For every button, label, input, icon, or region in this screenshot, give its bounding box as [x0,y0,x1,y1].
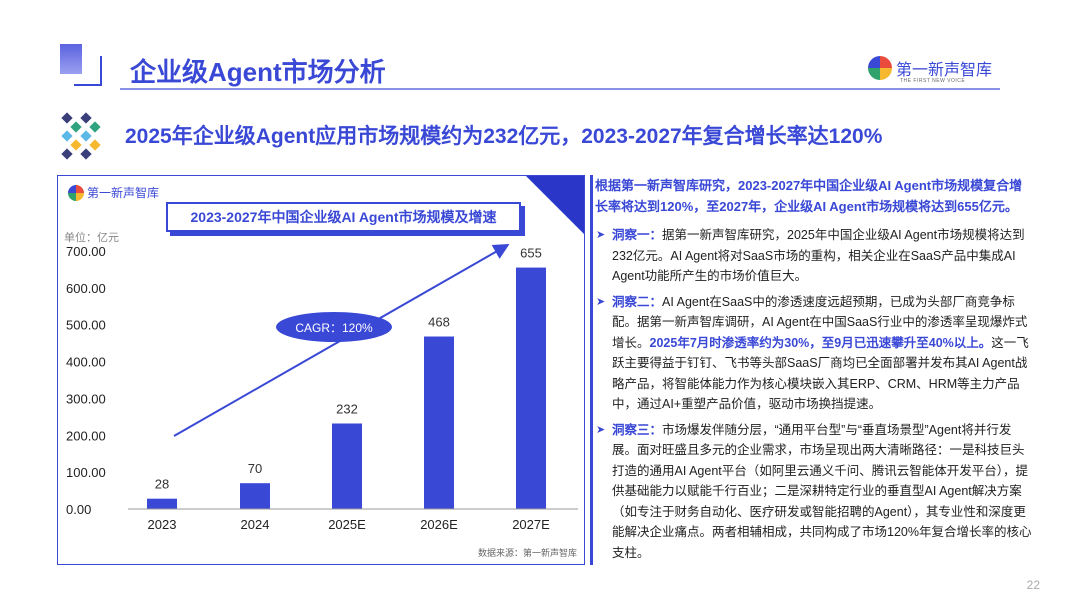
data-label: 70 [248,461,262,476]
y-tick-label: 100.00 [66,465,106,480]
data-label: 468 [428,315,450,330]
arrow-icon: ➤ [596,229,606,241]
y-tick-label: 600.00 [66,281,106,296]
brand-logo: 第一新声智库 [868,56,992,80]
cagr-bubble [276,312,392,342]
logo-icon [868,56,892,80]
y-tick-label: 700.00 [66,244,106,259]
y-tick-label: 200.00 [66,428,106,443]
bar [424,336,454,509]
logo-text: 第一新声智库 [896,62,993,79]
bar [516,267,546,509]
bar-chart: 0.00 100.00 200.00 300.00 400.00 500.00 600.00… [66,244,578,532]
insight-text: 市场爆发伴随分层，“通用平台型”与“垂直场景型”Agent将并行发展。面对旺盛且… [612,422,1032,560]
x-tick-label: 2025E [328,517,366,532]
key-finding: 根据第一新声智库研究，2023-2027年中国企业级AI Agent市场规模复合… [595,178,1023,214]
arrow-icon: ➤ [596,423,606,436]
arrow-icon: ➤ [596,295,606,308]
bar [332,423,362,509]
slide-subtitle: 2025年企业级Agent应用市场规模约为232亿元，2023-2027年复合增… [125,125,883,148]
insight-item: ➤ 洞察一：据第一新声智库研究，2025年中国企业级AI Agent市场规模将达… [596,225,1032,287]
insight-label: 洞察二： [612,294,663,309]
y-axis-unit: 单位：亿元 [64,232,119,244]
insight-list: ➤ 洞察一：据第一新声智库研究，2025年中国企业级AI Agent市场规模将达… [596,225,1032,568]
insight-highlight: 2025年7月时渗透率约为30%，至9月已迅速攀升至40%以上。 [649,335,992,350]
y-tick-label: 300.00 [66,391,106,406]
chart-logo: 第一新声智库 [68,184,159,201]
data-source: 数据来源：第一新声智库 [478,548,578,558]
x-tick-label: 2027E [512,517,550,532]
x-tick-label: 2023 [148,517,177,532]
x-tick-label: 2026E [420,517,458,532]
chart-logo-text: 第一新声智库 [87,186,160,200]
diamond-cluster-icon [61,112,101,160]
cagr-label: CAGR：120% [295,321,373,335]
x-tick-label: 2024 [241,517,270,532]
bar [240,483,270,509]
insight-item: ➤ 洞察三：市场爆发伴随分层，“通用平台型”与“垂直场景型”Agent将并行发展… [596,420,1032,564]
title-decoration [60,44,82,74]
chart-title: 2023-2027年中国企业级AI Agent市场规模及增速 [166,202,521,232]
logo-subtext: THE FIRST NEW VOICE [900,78,966,84]
title-decoration-frame [74,56,102,86]
corner-decoration [525,176,584,235]
data-label: 232 [336,401,358,416]
accent-bar [590,175,593,565]
chart-panel: 第一新声智库 2023-2027年中国企业级AI Agent市场规模及增速 单位… [57,175,585,565]
logo-icon [68,184,84,201]
y-tick-label: 500.00 [66,318,106,333]
insight-text: AI Agent在SaaS中的渗透速度远超预期，已成为头部厂商竞争标配。据第一新… [612,294,1028,350]
insight-text: 据第一新声智库研究，2025年中国企业级AI Agent市场规模将达到232亿元… [612,228,1025,283]
y-tick-label: 0.00 [66,502,91,517]
data-label: 655 [520,246,542,261]
insight-label: 洞察三： [612,422,663,437]
page-number: 22 [1026,578,1040,592]
header-divider [120,88,1000,90]
bar [147,498,177,509]
data-label: 28 [155,477,169,492]
page-title: 企业级Agent市场分析 [130,57,386,87]
insight-item: ➤ 洞察二：AI Agent在SaaS中的渗透速度远超预期，已成为头部厂商竞争标… [596,292,1032,415]
y-tick-label: 400.00 [66,355,106,370]
insight-text-cont: 这一飞跃主要得益于钉钉、飞书等头部SaaS厂商均已全面部署并发布其AI Agen… [612,335,1029,412]
insight-label: 洞察一： [612,228,663,242]
